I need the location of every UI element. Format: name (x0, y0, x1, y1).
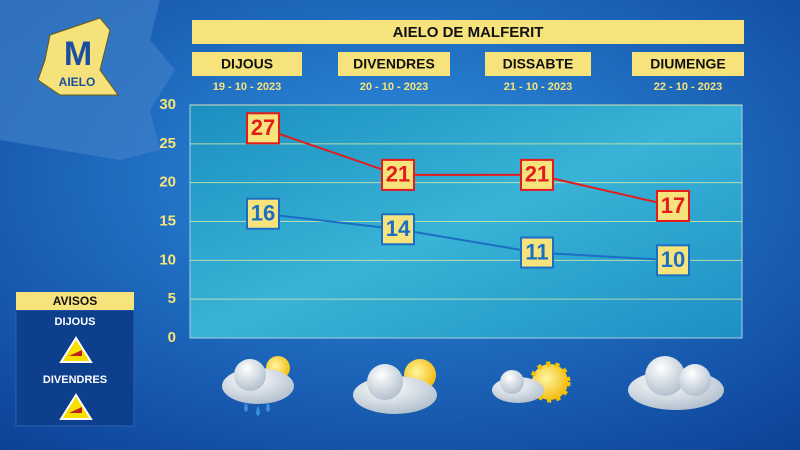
date-label: 22 - 10 - 2023 (654, 81, 723, 93)
value-box (520, 158, 554, 191)
y-tick-label: 30 (159, 96, 176, 113)
date-label: 21 - 10 - 2023 (504, 81, 573, 93)
y-tick-label: 20 (159, 174, 176, 191)
warning-day: DIJOUS (55, 316, 96, 328)
value-label: 10 (661, 247, 685, 272)
warning-icon (59, 336, 93, 363)
day-header-box (485, 52, 591, 76)
day-header-box (632, 52, 744, 76)
logo-name: AIELO (59, 75, 96, 89)
value-box (656, 244, 690, 277)
y-tick-label: 5 (168, 290, 176, 307)
title-box (192, 20, 744, 44)
logo-mark: M (64, 35, 92, 73)
value-box (656, 189, 690, 222)
value-box (520, 236, 554, 269)
value-label: 11 (525, 239, 548, 264)
x-tick-label: DIJOUS (221, 56, 273, 72)
date-label: 19 - 10 - 2023 (213, 81, 282, 93)
warnings-header (16, 292, 134, 310)
warning-icon (59, 393, 93, 420)
value-label: 17 (661, 193, 685, 218)
y-tick-label: 25 (159, 135, 176, 152)
icon-rain-cloud-sun (222, 356, 294, 416)
icon-cloud-sun (353, 359, 437, 414)
x-tick-label: DISSABTE (503, 56, 574, 72)
value-box (246, 197, 280, 230)
value-label: 21 (386, 162, 410, 187)
value-box (246, 112, 280, 145)
value-label: 14 (386, 216, 411, 241)
y-tick-label: 10 (159, 251, 176, 268)
y-tick-label: 0 (168, 329, 176, 346)
x-tick-label: DIVENDRES (353, 56, 435, 72)
chart-title: AIELO DE MALFERIT (393, 24, 544, 41)
icon-sun-cloud (492, 361, 571, 403)
y-tick-label: 15 (159, 212, 176, 229)
x-tick-label: DIUMENGE (650, 56, 725, 72)
value-label: 16 (251, 201, 275, 226)
value-label: 27 (251, 115, 275, 140)
value-label: 21 (525, 162, 549, 187)
value-box (381, 158, 415, 191)
logo-shape (37, 17, 119, 96)
series-line (262, 127, 674, 207)
value-box (381, 213, 415, 246)
day-header-box (192, 52, 302, 76)
icon-cloud (628, 356, 724, 410)
series-line (262, 212, 674, 262)
warnings-title: AVISOS (53, 294, 97, 308)
date-label: 20 - 10 - 2023 (360, 81, 429, 93)
day-header-box (338, 52, 450, 76)
warning-day: DIVENDRES (43, 374, 107, 386)
